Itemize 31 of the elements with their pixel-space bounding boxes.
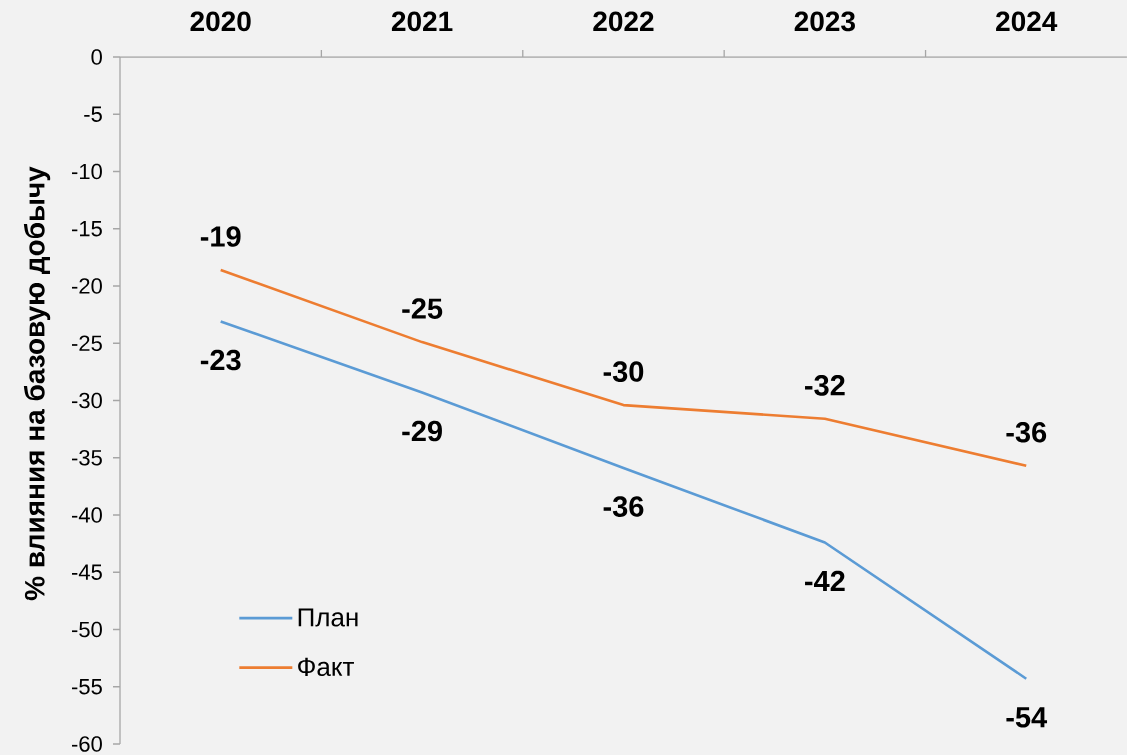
data-label: -42 xyxy=(805,570,845,591)
x-tick-label: 2020 xyxy=(190,11,251,32)
x-tick-label: 2021 xyxy=(391,11,453,32)
x-tick-label: 2024 xyxy=(996,11,1058,32)
data-label: -23 xyxy=(200,349,241,371)
y-tick-label: -50 xyxy=(71,621,102,638)
y-tick-label: -35 xyxy=(71,449,102,466)
data-label: -32 xyxy=(805,375,845,396)
y-tick-label: -5 xyxy=(84,106,102,122)
y-tick-label: -15 xyxy=(71,221,102,237)
legend-label: План xyxy=(298,608,358,627)
data-label: -54 xyxy=(1006,707,1048,728)
data-label: -36 xyxy=(1006,422,1047,443)
y-tick-label: -10 xyxy=(71,163,102,180)
y-tick-label: -45 xyxy=(71,564,102,580)
y-tick-label: -20 xyxy=(71,278,102,294)
y-tick-label: -40 xyxy=(71,507,102,523)
data-label: -29 xyxy=(402,420,442,442)
y-tick-label: -60 xyxy=(71,736,102,752)
data-label: -30 xyxy=(603,361,644,382)
y-tick-label: -55 xyxy=(71,679,102,695)
x-tick-label: 2022 xyxy=(593,11,654,32)
data-label: -19 xyxy=(200,226,241,247)
data-label: -25 xyxy=(402,298,443,319)
legend-label: Факт xyxy=(298,657,354,677)
y-axis-title: % влияния на базовую добычу xyxy=(23,166,51,601)
y-tick-label: -25 xyxy=(71,335,102,352)
y-tick-label: -30 xyxy=(71,392,102,409)
x-tick-label: 2023 xyxy=(794,11,855,32)
data-label: -36 xyxy=(603,496,644,517)
y-tick-label: 0 xyxy=(91,49,102,65)
